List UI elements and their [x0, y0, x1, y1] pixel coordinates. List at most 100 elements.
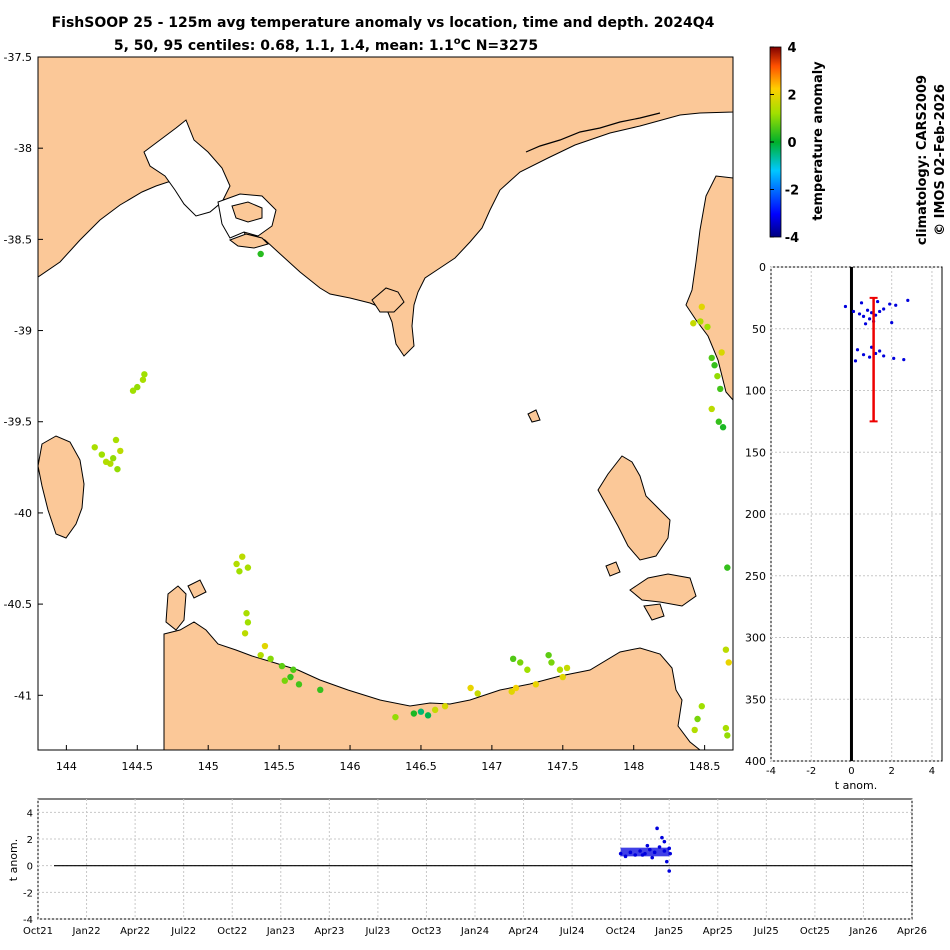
map-point	[257, 250, 264, 258]
time-x-tick-label: Apr24	[509, 926, 539, 937]
map-y-tick-label: -40	[14, 507, 32, 520]
time-x-tick-label: Oct22	[217, 926, 247, 937]
map-point	[691, 726, 698, 734]
map-point	[548, 659, 555, 666]
map-point	[236, 568, 243, 575]
map-point	[107, 460, 114, 467]
map-point	[563, 664, 571, 672]
map-y-axis: -37.5 -38 -38.5 -39 -39.5 -40 -40.5 -41	[4, 51, 43, 702]
map-x-tick-label: 148	[623, 760, 644, 773]
depth-y-tick-label: 200	[745, 508, 766, 521]
map-y-tick-label: -39	[14, 325, 32, 338]
depth-point	[865, 308, 870, 312]
map-point	[508, 688, 515, 695]
time-x-tick-label: Jul24	[559, 926, 585, 937]
land-tasmania	[163, 621, 702, 751]
map-point	[690, 320, 697, 327]
map-x-tick-label: 147	[481, 760, 502, 773]
map-point	[244, 564, 252, 571]
depth-y-tick-label: 350	[745, 693, 766, 706]
bay-port-phillip	[143, 119, 231, 217]
map-point	[281, 677, 288, 684]
depth-point	[857, 312, 862, 316]
depth-x-tick-label: 2	[889, 766, 895, 777]
depth-point	[859, 301, 864, 305]
map-point	[139, 376, 147, 383]
colorbar-tick-label: 4	[787, 41, 796, 56]
map-point	[431, 706, 439, 714]
map-point	[524, 666, 531, 673]
time-x-tick-label: Oct24	[606, 926, 636, 937]
time-y-tick-label: -2	[23, 888, 33, 899]
colorbar-tick-label: 2	[787, 89, 796, 104]
depth-point	[867, 355, 872, 359]
map-point	[392, 713, 399, 721]
map-point	[290, 666, 297, 673]
land-hunter-islands	[165, 579, 207, 631]
subtitle-degree: o	[454, 36, 461, 47]
land-east-coast	[685, 175, 734, 402]
map-x-tick-label: 146	[340, 760, 361, 773]
credit-label: © IMOS 02-Feb-2026	[933, 84, 948, 236]
land-cape-barren-island	[629, 573, 697, 607]
map-y-tick-label: -38.5	[4, 233, 32, 246]
time-x-tick-label: Apr26	[897, 926, 927, 937]
depth-point	[843, 304, 848, 309]
colorbar-tick-label: 0	[787, 136, 796, 151]
map-point	[556, 666, 564, 673]
depth-y-tick-label: 150	[745, 446, 766, 459]
time-x-tick-label: Jan24	[460, 926, 489, 937]
depth-point	[851, 309, 856, 314]
time-point	[655, 826, 659, 831]
time-x-tick-label: Apr22	[120, 926, 150, 937]
map-point	[722, 724, 730, 732]
map-point	[98, 451, 106, 458]
chart-title: FishSOOP 25 - 125m avg temperature anoma…	[52, 15, 715, 31]
map-point	[112, 436, 120, 444]
time-x-tick-label: Apr25	[703, 926, 733, 937]
depth-point	[867, 317, 872, 321]
depth-y-tick-label: 100	[745, 385, 766, 398]
depth-point	[902, 358, 906, 362]
chart-subtitle: 5, 50, 95 centiles: 0.68, 1.1, 1.4, mean…	[114, 36, 538, 54]
depth-point	[853, 359, 858, 363]
time-x-tick-label: Jan22	[71, 926, 100, 937]
time-point	[667, 869, 672, 873]
land-victoria	[37, 56, 734, 357]
map-point	[278, 662, 286, 670]
time-series-panel: Oct21 Jan22 Apr22 Jul22 Oct22 Jan23 Apr23 Jul23…	[7, 798, 927, 937]
map-point	[129, 387, 137, 394]
map-point	[718, 349, 725, 356]
map-y-tick-label: -41	[14, 689, 32, 702]
depth-point	[892, 356, 896, 360]
map-point	[441, 703, 449, 710]
depth-point	[878, 349, 882, 353]
map-point	[244, 619, 252, 626]
map-point	[517, 659, 524, 666]
depth-point	[855, 348, 860, 352]
time-y-tick-label: 2	[27, 835, 33, 846]
depth-y-tick-label: 0	[759, 261, 766, 274]
time-axis: Oct21 Jan22 Apr22 Jul22 Oct22 Jan23 Apr23 Jul23…	[23, 808, 927, 937]
map-point	[698, 703, 705, 710]
depth-point	[894, 303, 898, 307]
time-x-tick-label: Jan23	[266, 926, 295, 937]
map-point	[697, 318, 704, 325]
land-corner-inlet-islands	[371, 287, 405, 313]
map-point	[722, 646, 730, 653]
map-x-tick-label: 148.5	[689, 760, 721, 773]
map-point	[134, 383, 141, 391]
land-french-island	[231, 201, 263, 223]
map-point	[704, 323, 711, 331]
map-point	[715, 418, 723, 425]
time-y-tick-label: 4	[27, 808, 33, 819]
depth-x-tick-label: -2	[806, 766, 816, 777]
map-point	[233, 560, 240, 568]
map-x-tick-label: 144	[56, 760, 77, 773]
map-point	[91, 444, 98, 451]
map-point	[467, 684, 474, 692]
map-point	[261, 642, 269, 650]
land-phillip-island	[228, 233, 269, 249]
depth-x-label: t anom.	[835, 779, 877, 792]
depth-centile-bar	[869, 296, 878, 423]
